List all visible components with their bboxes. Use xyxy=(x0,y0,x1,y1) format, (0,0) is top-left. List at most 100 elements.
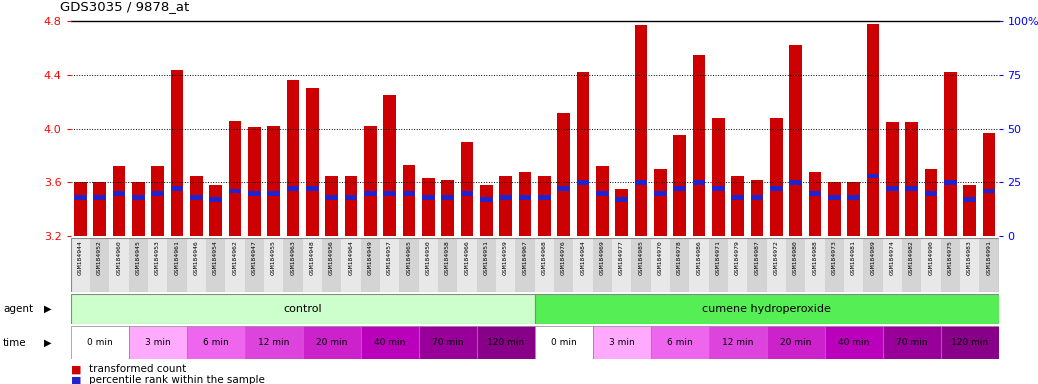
Text: GSM184960: GSM184960 xyxy=(116,240,121,275)
Bar xyxy=(577,72,590,236)
Bar xyxy=(864,238,882,292)
Bar xyxy=(960,238,979,292)
Text: GSM184991: GSM184991 xyxy=(986,240,991,275)
Bar xyxy=(944,72,956,236)
Bar xyxy=(593,326,651,359)
Bar xyxy=(403,191,415,195)
Bar xyxy=(634,25,647,236)
Text: GSM184989: GSM184989 xyxy=(871,240,875,275)
Text: 3 min: 3 min xyxy=(608,338,634,347)
Bar xyxy=(867,24,879,236)
Bar xyxy=(789,180,801,185)
Bar xyxy=(750,180,763,236)
Text: GSM184976: GSM184976 xyxy=(562,240,566,275)
Bar xyxy=(71,294,535,324)
Bar xyxy=(979,238,999,292)
Bar xyxy=(438,238,457,292)
Bar xyxy=(167,238,187,292)
Bar xyxy=(557,113,570,236)
Bar xyxy=(210,185,222,236)
Bar xyxy=(847,195,859,200)
Bar xyxy=(554,238,573,292)
Text: GSM184988: GSM184988 xyxy=(813,240,817,275)
Text: GSM184982: GSM184982 xyxy=(909,240,914,275)
Text: GDS3035 / 9878_at: GDS3035 / 9878_at xyxy=(60,0,190,13)
Text: GSM184957: GSM184957 xyxy=(387,240,392,275)
Bar xyxy=(71,238,90,292)
Text: GSM184950: GSM184950 xyxy=(426,240,431,275)
Text: 120 min: 120 min xyxy=(487,338,524,347)
Bar xyxy=(152,191,164,195)
Bar xyxy=(674,136,686,236)
Text: 40 min: 40 min xyxy=(374,338,405,347)
Bar xyxy=(689,238,709,292)
Bar xyxy=(380,238,400,292)
Bar xyxy=(732,176,744,236)
Bar xyxy=(692,55,705,236)
Bar xyxy=(480,185,492,236)
Bar xyxy=(248,127,261,236)
Bar xyxy=(538,176,550,236)
Bar xyxy=(303,238,322,292)
Text: GSM184987: GSM184987 xyxy=(755,240,760,275)
Text: 40 min: 40 min xyxy=(838,338,869,347)
Text: GSM184971: GSM184971 xyxy=(716,240,720,275)
Text: GSM184969: GSM184969 xyxy=(600,240,605,275)
Text: GSM184944: GSM184944 xyxy=(78,240,83,275)
Bar xyxy=(129,238,147,292)
Text: 0 min: 0 min xyxy=(87,338,112,347)
Text: time: time xyxy=(3,338,27,348)
Text: GSM184954: GSM184954 xyxy=(213,240,218,275)
Bar xyxy=(403,165,415,236)
Bar xyxy=(867,174,879,178)
Bar xyxy=(476,326,535,359)
Bar xyxy=(654,191,666,195)
Bar xyxy=(902,238,922,292)
Bar xyxy=(476,238,496,292)
Bar xyxy=(268,191,280,195)
Bar xyxy=(766,238,786,292)
Bar xyxy=(766,326,824,359)
Bar xyxy=(882,238,902,292)
Bar xyxy=(535,294,999,324)
Text: GSM184966: GSM184966 xyxy=(464,240,469,275)
Bar xyxy=(360,326,418,359)
Text: GSM184985: GSM184985 xyxy=(638,240,644,275)
Bar xyxy=(345,176,357,236)
Bar xyxy=(306,88,319,236)
Bar xyxy=(228,121,241,236)
Bar xyxy=(190,195,202,200)
Text: GSM184958: GSM184958 xyxy=(445,240,450,275)
Text: GSM184979: GSM184979 xyxy=(735,240,740,275)
Text: GSM184990: GSM184990 xyxy=(928,240,933,275)
Bar xyxy=(90,238,109,292)
Bar xyxy=(129,326,187,359)
Bar xyxy=(170,187,183,191)
Bar xyxy=(322,238,342,292)
Bar xyxy=(535,326,593,359)
Bar xyxy=(152,166,164,236)
Text: GSM184965: GSM184965 xyxy=(407,240,411,275)
Text: GSM184961: GSM184961 xyxy=(174,240,180,275)
Text: GSM184953: GSM184953 xyxy=(155,240,160,275)
Bar xyxy=(557,187,570,191)
Text: GSM184948: GSM184948 xyxy=(309,240,315,275)
Bar xyxy=(303,326,360,359)
Text: 3 min: 3 min xyxy=(144,338,170,347)
Bar xyxy=(170,70,183,236)
Bar xyxy=(461,191,473,195)
Bar xyxy=(940,238,960,292)
Bar xyxy=(770,118,783,236)
Bar xyxy=(886,187,899,191)
Text: ▶: ▶ xyxy=(44,338,51,348)
Bar xyxy=(728,238,747,292)
Bar xyxy=(732,195,744,200)
Bar xyxy=(418,326,476,359)
Bar xyxy=(828,195,841,200)
Bar xyxy=(577,180,590,185)
Bar xyxy=(712,187,725,191)
Bar xyxy=(770,187,783,191)
Bar xyxy=(364,126,377,236)
Text: GSM184955: GSM184955 xyxy=(271,240,276,275)
Bar xyxy=(345,195,357,200)
